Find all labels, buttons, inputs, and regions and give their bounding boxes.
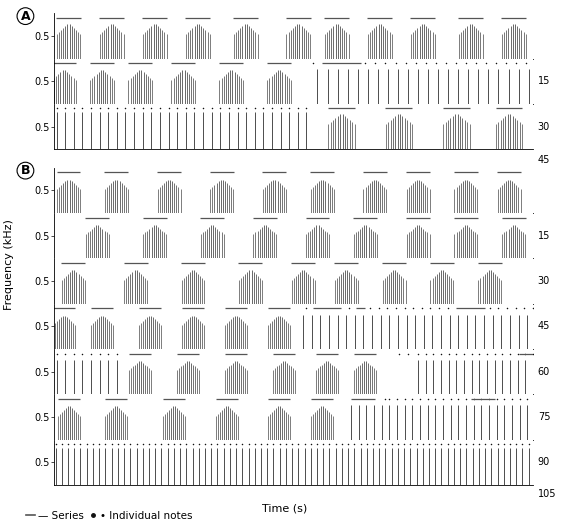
Text: A: A: [21, 10, 30, 23]
Text: 30: 30: [538, 276, 550, 286]
Text: 75: 75: [538, 412, 550, 422]
Legend: — Series, • Individual notes: — Series, • Individual notes: [22, 507, 197, 525]
Text: 30: 30: [538, 121, 550, 131]
Text: 60: 60: [538, 367, 550, 377]
Text: Frequency (kHz): Frequency (kHz): [3, 219, 14, 311]
Text: Time (s): Time (s): [262, 504, 308, 514]
Text: 15: 15: [538, 231, 550, 241]
Text: 90: 90: [538, 457, 550, 467]
Text: 15: 15: [538, 76, 550, 86]
Text: B: B: [21, 164, 30, 177]
Text: 105: 105: [538, 490, 556, 499]
Text: 45: 45: [538, 155, 550, 165]
Text: 45: 45: [538, 321, 550, 331]
